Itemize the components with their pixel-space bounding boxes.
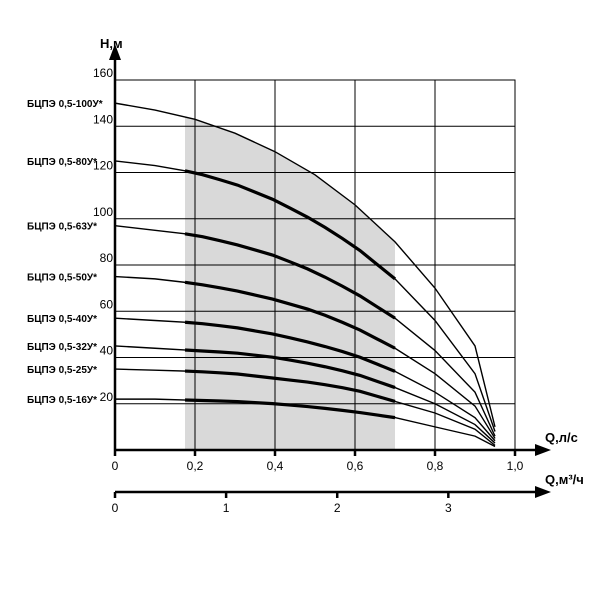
y-tick-label: 120	[93, 159, 113, 173]
y-tick-label: 20	[100, 390, 114, 404]
x2-tick-label: 2	[334, 501, 341, 515]
y-axis-label: Н,м	[100, 36, 123, 51]
y-tick-label: 80	[100, 251, 114, 265]
x-axis-1-arrow	[535, 444, 551, 456]
curve-label-7: БЦПЭ 0,5-16У*	[27, 395, 97, 406]
pump-performance-chart: БЦПЭ 0,5-100У* БЦПЭ 0,5-80У* БЦПЭ 0,5-63У*…	[0, 0, 600, 600]
x1-tick-label: 0,8	[427, 459, 444, 473]
x2-tick-label: 3	[445, 501, 452, 515]
curve-label-1: БЦПЭ 0,5-80У*	[27, 157, 97, 168]
y-tick-label: 100	[93, 205, 113, 219]
y-tick-label: 40	[100, 344, 114, 358]
curve-label-4: БЦПЭ 0,5-40У*	[27, 314, 97, 325]
x1-tick-label: 0,4	[267, 459, 284, 473]
x1-tick-label: 0,6	[347, 459, 364, 473]
x-axis-2-arrow	[535, 486, 551, 498]
x1-tick-label: 0	[112, 459, 119, 473]
curve-label-0: БЦПЭ 0,5-100У*	[27, 99, 103, 110]
x1-tick-label: 1,0	[507, 459, 524, 473]
x2-tick-label: 1	[223, 501, 230, 515]
x-axis-1-label: Q,л/с	[545, 430, 578, 445]
y-tick-label: 60	[100, 297, 114, 311]
x1-tick-label: 0,2	[187, 459, 204, 473]
x2-tick-label: 0	[112, 501, 119, 515]
y-tick-label: 140	[93, 112, 113, 126]
curve-label-2: БЦПЭ 0,5-63У*	[27, 222, 97, 233]
x-axis-2-label: Q,м³/ч	[545, 472, 584, 487]
curve-label-3: БЦПЭ 0,5-50У*	[27, 273, 97, 284]
curve-label-6: БЦПЭ 0,5-25У*	[27, 365, 97, 376]
curve-label-5: БЦПЭ 0,5-32У*	[27, 342, 97, 353]
y-tick-label: 160	[93, 66, 113, 80]
